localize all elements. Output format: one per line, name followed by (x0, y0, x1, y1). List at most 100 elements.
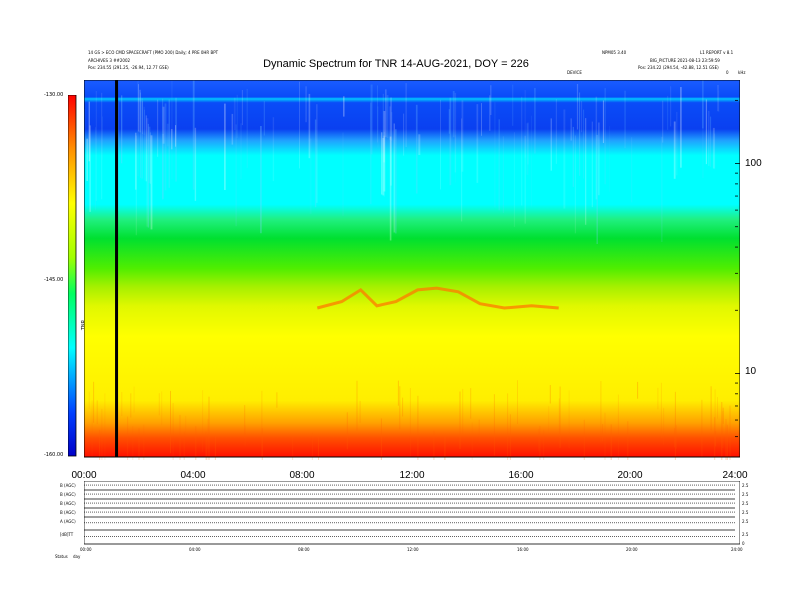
spectrum-streak (718, 90, 720, 113)
spectrum-streak (585, 118, 587, 225)
spectrum-streak (604, 412, 606, 460)
spectrum-streak (667, 95, 669, 130)
spectrum-streak (142, 101, 143, 135)
panel-right-tick-3: 2.5 (742, 501, 749, 506)
header-version: NPM05 3.40 (602, 50, 627, 55)
chart-title: Dynamic Spectrum for TNR 14-AUG-2021, DO… (263, 58, 529, 70)
lower-panels (84, 481, 740, 545)
panel-right-tick-5: 2.5 (742, 519, 749, 524)
spectrum-streak (702, 98, 704, 179)
spectrum-streak (555, 99, 557, 164)
spectrum-streak (162, 133, 164, 199)
lower-x-tick-5: 20:00 (626, 547, 638, 552)
spectrum-streak (502, 136, 504, 213)
spectrum-streak (171, 80, 173, 179)
spectrum-streak (489, 95, 491, 131)
spectrum-streak (206, 436, 208, 460)
spectrum-streak (95, 91, 97, 201)
spectrum-streak (194, 127, 197, 201)
spectrum-streak (549, 385, 551, 404)
spectrum-streak (299, 81, 300, 169)
spectrum-streak (714, 133, 716, 170)
spectrum-streak (144, 109, 145, 181)
spectrum-streak (121, 392, 123, 416)
spectrum-streak (673, 121, 676, 179)
footer-status-label: Status (55, 554, 68, 559)
spectrum-streak (405, 83, 407, 147)
lower-x-tick-4: 16:00 (517, 547, 529, 552)
plasma-line-path (316, 286, 559, 310)
spectrum-streak (240, 123, 242, 179)
spectrum-streak (714, 389, 716, 439)
spectrum-streak (389, 106, 391, 140)
spectrum-streak (493, 394, 495, 456)
spectrum-streak (602, 100, 604, 143)
spectrum-streak (459, 391, 461, 450)
spectrum-streak (726, 424, 728, 460)
header-info-line2: ARCHIVES 3 ##2002 (88, 58, 131, 63)
colorbar-tick-bottom: -160.00 (44, 452, 64, 458)
spectrum-streak (539, 425, 541, 460)
spectrum-streak (572, 126, 574, 187)
spectrum-streak (498, 119, 500, 211)
x-tick-1: 04:00 (180, 470, 206, 481)
spectrum-streak (314, 119, 317, 208)
spectrum-streak (91, 400, 93, 458)
spectrum-streak (461, 118, 463, 222)
spectrum-streak (543, 429, 545, 460)
spectrum-streak (377, 106, 379, 148)
spectrum-streak (316, 104, 318, 203)
header-position-right: Pos: 234.22 (294.54, -42.88, 12.51 GSE) (638, 65, 719, 70)
unit-label: kHz (738, 70, 746, 75)
y-tick-100: 100 (745, 158, 762, 169)
header-position-left: Pos: 234.55 (291.25, -26.94, 12.77 GSE) (88, 65, 169, 70)
spectrum-streak (710, 386, 712, 431)
spectrum-streak (717, 397, 718, 419)
spectrum-streak (130, 393, 132, 418)
spectrum-streak (705, 99, 707, 165)
spectrum-streak (701, 399, 703, 457)
spectrum-streak (581, 101, 583, 133)
panel-label-1: B (AGC) (60, 483, 76, 488)
spectrum-streak (513, 132, 515, 227)
spectrum-streak (308, 93, 311, 159)
spectrum-streak (710, 116, 712, 167)
spectrum-streak (137, 81, 139, 177)
spectrum-streak (478, 419, 480, 442)
spectrum-streak (88, 391, 90, 409)
spectrum-streak (370, 102, 372, 205)
spectrum-streak (138, 84, 139, 132)
spectrum-streak (717, 85, 719, 112)
spectrum-streak (121, 95, 123, 164)
spectrum-streak (490, 85, 492, 115)
spectrum-streak (162, 98, 164, 200)
spectrum-streak (143, 424, 145, 460)
spectrum-streak (591, 121, 593, 208)
spectrum-streak (214, 436, 216, 460)
plasma-line (316, 286, 559, 310)
spectrum-streak (205, 431, 207, 460)
lower-x-tick-6: 24:00 (731, 547, 743, 552)
spectrum-streak (263, 101, 265, 136)
spectrum-streak (481, 103, 482, 136)
spectrum-streak (512, 84, 514, 126)
x-tick-2: 08:00 (289, 470, 315, 481)
spectrum-streak (101, 408, 103, 460)
spectrum-streak (93, 381, 95, 423)
spectrum-streak (145, 115, 147, 182)
spectrum-background (84, 80, 740, 457)
lower-x-tick-1: 04:00 (189, 547, 201, 552)
y-tick-10: 10 (745, 366, 757, 377)
panel-label-2: B (AGC) (60, 492, 76, 497)
spectrum-streak (526, 123, 529, 175)
spectrum-streak (261, 428, 263, 460)
spectrum-streak (139, 89, 141, 133)
spectrum-streak (662, 100, 664, 143)
spectrum-streak (305, 86, 307, 123)
spectrum-streak (602, 424, 604, 442)
spectrum-streak (721, 402, 723, 460)
spectrum-streak (617, 394, 619, 460)
spectrum-streak (231, 113, 234, 145)
spectrum-streak (548, 406, 550, 437)
panel-right-tick-4: 2.5 (742, 510, 749, 515)
